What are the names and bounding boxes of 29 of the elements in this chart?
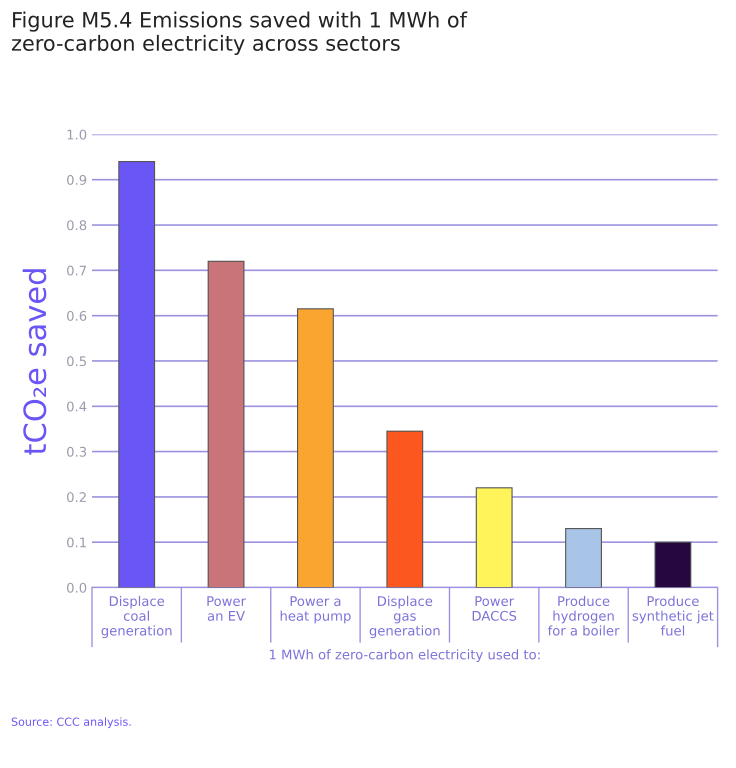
chart-title: Figure M5.4 Emissions saved with 1 MWh of zero-carbon electricity across sectors	[12, 12, 468, 56]
y-tick-label: 0.2	[67, 492, 86, 502]
y-tick-label: 0.3	[67, 446, 86, 457]
y-tick-label: 0.5	[67, 356, 86, 366]
x-tick-label: Produce hydrogen for a boiler	[548, 596, 620, 636]
y-tick-label: 0.8	[67, 220, 86, 230]
y-tick-label: 0.9	[67, 174, 86, 185]
bar	[386, 430, 424, 588]
bar	[476, 487, 513, 588]
x-tick-label: Produce synthetic jet fuel	[632, 596, 714, 636]
x-tick-label: Displace coal generation	[102, 596, 172, 638]
x-tick-label: Power a heat pump	[280, 596, 351, 624]
x-tick-label: Power DACCS	[472, 596, 516, 621]
y-tick-label: 0.1	[67, 537, 86, 548]
bar	[118, 161, 156, 588]
source-note: Source: CCC analysis.	[12, 717, 131, 728]
y-axis-title: tCO₂e saved	[22, 269, 46, 455]
x-axis-title: 1 MWh of zero-carbon electricity used to:	[270, 649, 540, 662]
y-tick-label: 0.0	[67, 582, 86, 593]
y-tick-label: 0.6	[67, 310, 86, 321]
y-tick-label: 0.4	[67, 401, 86, 412]
bar	[565, 528, 602, 588]
x-tick-label: Power an EV	[207, 596, 246, 621]
y-tick-label: 1.0	[68, 130, 86, 140]
x-tick-label: Displace gas generation	[370, 596, 440, 638]
bar	[297, 308, 334, 588]
bar	[654, 542, 692, 588]
bar	[208, 260, 244, 588]
y-tick-label: 0.7	[67, 266, 86, 276]
